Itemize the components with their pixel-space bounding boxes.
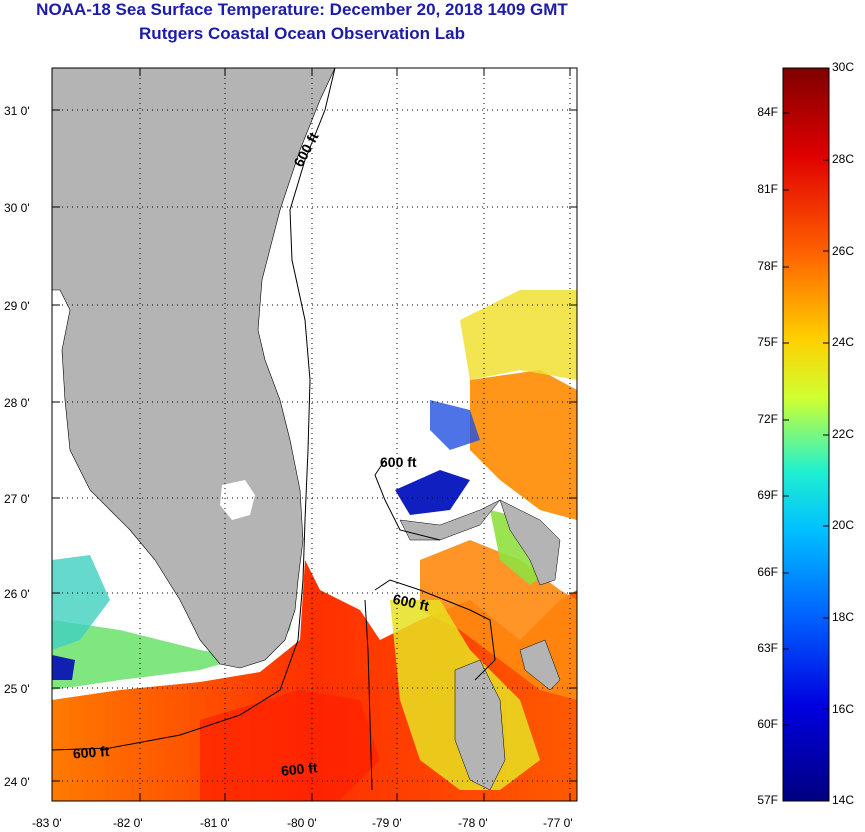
land [51, 67, 561, 791]
isobath-bahamas [374, 579, 496, 681]
lat-label: 26 0' [4, 587, 30, 601]
cb-c-label: 24C [832, 335, 855, 349]
lat-label: 29 0' [4, 299, 30, 313]
lon-label: -77 0' [543, 816, 573, 830]
sst-gulf-green [52, 600, 295, 690]
lat-label: 25 0' [4, 682, 30, 696]
cb-f-label: 75F [757, 335, 778, 349]
isobath-straits [364, 599, 373, 791]
grand-bahama [399, 499, 501, 541]
colorbar-ticks [783, 67, 829, 802]
lon-label: -79 0' [372, 816, 402, 830]
lat-label: 24 0' [4, 775, 30, 789]
lat-label: 31 0' [4, 104, 30, 118]
abaco-island [499, 499, 561, 586]
cb-f-label: 66F [757, 565, 778, 579]
cb-f-label: 72F [757, 412, 778, 426]
cb-c-label: 28C [832, 152, 855, 166]
sst-red-core [200, 690, 380, 800]
map-border [51, 67, 578, 802]
cb-f-label: 78F [757, 259, 778, 273]
lat-label: 28 0' [4, 396, 30, 410]
cb-c-label: 30C [832, 60, 855, 74]
cb-f-label: 63F [757, 641, 778, 655]
latitude-labels: 31 0' 30 0' 29 0' 28 0' 27 0' 26 0' 25 0… [4, 104, 30, 789]
sst-cold-blue-gulf [52, 655, 75, 680]
sst-cold-blue-shelf [430, 400, 480, 450]
lat-label: 27 0' [4, 492, 30, 506]
andros-island [454, 659, 506, 791]
cb-c-label: 26C [832, 244, 855, 258]
sst-atlantic-orange [470, 370, 577, 520]
title-line-1: NOAA-18 Sea Surface Temperature: Decembe… [36, 0, 568, 19]
isobath-little-bahama [374, 459, 441, 541]
cb-f-label: 84F [757, 105, 778, 119]
cb-c-label: 22C [832, 427, 855, 441]
cb-c-label: 14C [832, 793, 855, 807]
cb-c-label: 18C [832, 610, 855, 624]
lat-label: 30 0' [4, 201, 30, 215]
axis-ticks [51, 68, 577, 801]
isobath-lines [51, 67, 496, 791]
sst-atlantic-yellow [460, 290, 577, 380]
florida-peninsula [51, 67, 336, 669]
cb-f-label: 81F [757, 182, 778, 196]
cb-f-label: 69F [757, 488, 778, 502]
contour-label-keys: 600 ft [72, 743, 110, 762]
sst-cold-blue-bahamas [395, 470, 470, 515]
cb-f-label: 57F [757, 793, 778, 807]
cb-c-label: 20C [832, 518, 855, 532]
lon-label: -78 0' [458, 816, 488, 830]
isobath-florida-east [51, 67, 336, 751]
eleuthera-island [519, 639, 561, 691]
graticule [52, 68, 577, 801]
cb-c-label: 16C [832, 702, 855, 716]
longitude-labels: -83 0' -82 0' -81 0' -80 0' -79 0' -78 0… [32, 816, 573, 830]
lon-label: -82 0' [113, 816, 143, 830]
colorbar [782, 67, 830, 802]
contour-label-bahama-bank: 600 ft [391, 591, 430, 614]
lon-label: -80 0' [287, 816, 317, 830]
contour-label-little-bahama: 600 ft [380, 454, 417, 470]
sst-gulf-cyan [52, 555, 110, 650]
lon-label: -81 0' [200, 816, 230, 830]
title-line-2: Rutgers Coastal Ocean Observation Lab [139, 24, 465, 43]
lake-okeechobee [220, 480, 255, 520]
lon-label: -83 0' [32, 816, 62, 830]
contour-label-straits: 600 ft [280, 759, 318, 779]
cb-f-label: 60F [757, 717, 778, 731]
